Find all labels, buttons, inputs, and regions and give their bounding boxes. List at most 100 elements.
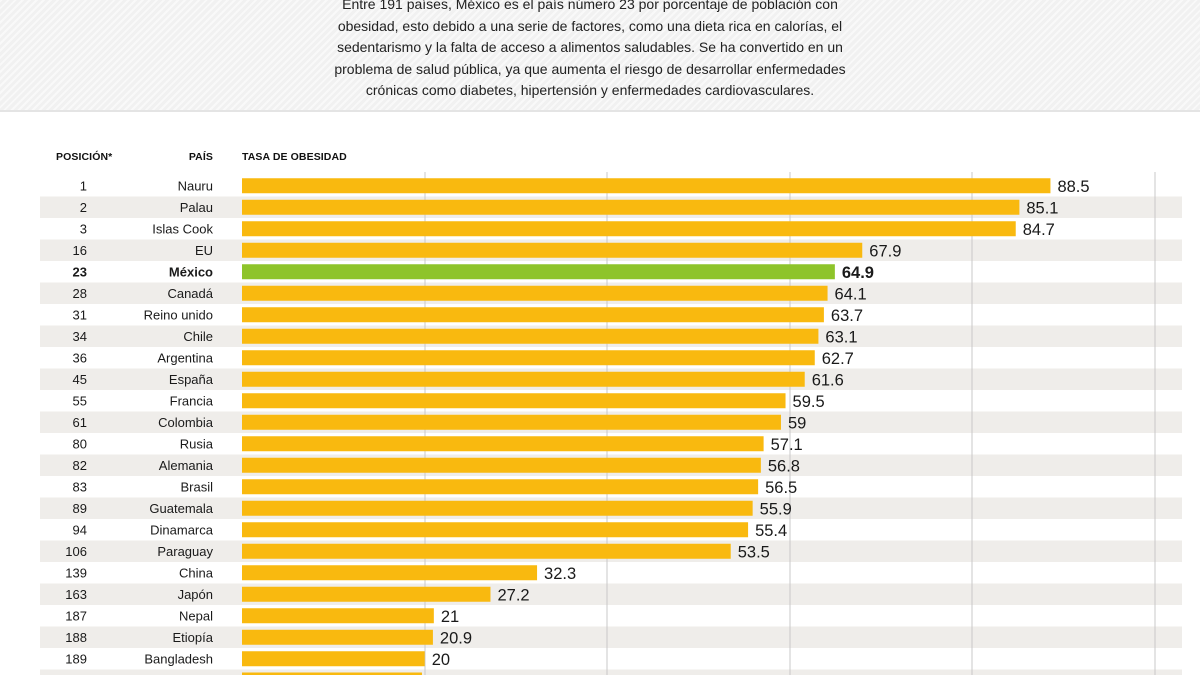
country-label: China <box>179 565 214 580</box>
bar <box>242 264 835 280</box>
position-label: 188 <box>65 630 87 645</box>
bar <box>242 586 491 602</box>
value-label: 20.9 <box>440 629 472 647</box>
position-label: 106 <box>65 544 87 559</box>
position-label: 187 <box>65 608 87 623</box>
country-label: Colombia <box>158 415 214 430</box>
intro-line: sedentarismo y la falta de acceso a alim… <box>337 39 843 55</box>
bar <box>242 328 819 344</box>
intro-band: Entre 191 países, México es el país núme… <box>0 0 1200 112</box>
position-label: 45 <box>73 372 87 387</box>
value-label: 20 <box>432 651 450 669</box>
intro-text: Entre 191 países, México es el país núme… <box>290 0 890 102</box>
value-label: 55.4 <box>755 522 787 540</box>
bar <box>242 565 538 581</box>
country-label: Brasil <box>180 479 213 494</box>
value-label: 21 <box>441 608 459 626</box>
position-label: 31 <box>73 307 87 322</box>
bar <box>242 350 815 366</box>
position-label: 189 <box>65 651 87 666</box>
value-label: 64.1 <box>835 285 867 303</box>
value-label: 61.6 <box>812 371 844 389</box>
value-label: 63.1 <box>825 328 857 346</box>
country-label: Dinamarca <box>150 522 214 537</box>
value-label: 84.7 <box>1023 221 1055 239</box>
position-label: 61 <box>73 415 87 430</box>
position-column-header: POSICIÓN* <box>56 151 113 163</box>
country-label: Islas Cook <box>152 221 213 236</box>
value-label: 56.5 <box>765 479 797 497</box>
country-label: Etiopía <box>173 630 214 645</box>
position-label: 83 <box>73 479 87 494</box>
country-label: Rusia <box>180 436 214 451</box>
value-label: 63.7 <box>831 307 863 325</box>
country-label: Palau <box>180 200 213 215</box>
value-label: 32.3 <box>544 565 576 583</box>
bar <box>242 629 433 645</box>
rate-column-header: TASA DE OBESIDAD <box>242 151 347 163</box>
position-label: 36 <box>73 350 87 365</box>
bar <box>242 414 781 430</box>
value-label: 56.8 <box>768 457 800 475</box>
bar <box>242 242 863 258</box>
value-label: 67.9 <box>869 242 901 260</box>
position-label: 16 <box>73 243 87 258</box>
country-label: Canadá <box>167 286 213 301</box>
position-label: 2 <box>80 200 87 215</box>
bar <box>242 651 425 667</box>
value-label: 88.5 <box>1057 178 1089 196</box>
bar <box>242 199 1020 215</box>
value-label: 57.1 <box>771 436 803 454</box>
position-label: 139 <box>65 565 87 580</box>
intro-line: Entre 191 países, México es el país núme… <box>342 0 838 12</box>
position-label: 3 <box>80 221 87 236</box>
country-label: Nauru <box>178 178 213 193</box>
bar <box>242 285 828 301</box>
country-label: Paraguay <box>157 544 213 559</box>
bar <box>242 436 764 452</box>
bar <box>242 393 786 409</box>
country-label: Guatemala <box>149 501 213 516</box>
country-label: España <box>169 372 214 387</box>
bar <box>242 371 805 387</box>
country-label: Francia <box>170 393 214 408</box>
value-label: 62.7 <box>822 350 854 368</box>
country-label: Reino unido <box>144 307 213 322</box>
position-label: 80 <box>73 436 87 451</box>
position-label: 1 <box>80 178 87 193</box>
value-label: 27.2 <box>497 586 529 604</box>
intro-line: problema de salud pública, ya que aument… <box>334 60 846 77</box>
row-stripe <box>40 669 1182 675</box>
position-label: 55 <box>73 393 87 408</box>
country-label: Nepal <box>179 608 213 623</box>
bar <box>242 479 759 495</box>
bar <box>242 522 749 538</box>
intro-line: obesidad, esto debido a una serie de fac… <box>337 17 843 34</box>
value-label: 59 <box>788 414 806 432</box>
bar <box>242 307 824 323</box>
position-label: 23 <box>73 264 87 279</box>
position-label: 163 <box>65 587 87 602</box>
bar <box>242 500 753 516</box>
bar <box>242 457 761 473</box>
country-label: México <box>169 264 213 279</box>
country-label: Chile <box>183 329 213 344</box>
bar <box>242 178 1051 194</box>
country-label: Argentina <box>157 350 213 365</box>
value-label: 59.5 <box>793 393 825 411</box>
value-label: 85.1 <box>1026 199 1058 217</box>
country-column-header: PAÍS <box>188 151 213 163</box>
position-label: 28 <box>73 286 87 301</box>
value-label: 55.9 <box>760 500 792 518</box>
value-label: 53.5 <box>738 543 770 561</box>
position-label: 82 <box>73 458 87 473</box>
bar-partial <box>242 672 422 675</box>
bar <box>242 608 434 624</box>
country-label: Alemania <box>159 458 214 473</box>
position-label: 34 <box>73 329 87 344</box>
bar <box>242 221 1016 237</box>
position-label: 89 <box>73 501 87 516</box>
country-label: EU <box>195 243 213 258</box>
country-label: Bangladesh <box>144 651 213 666</box>
